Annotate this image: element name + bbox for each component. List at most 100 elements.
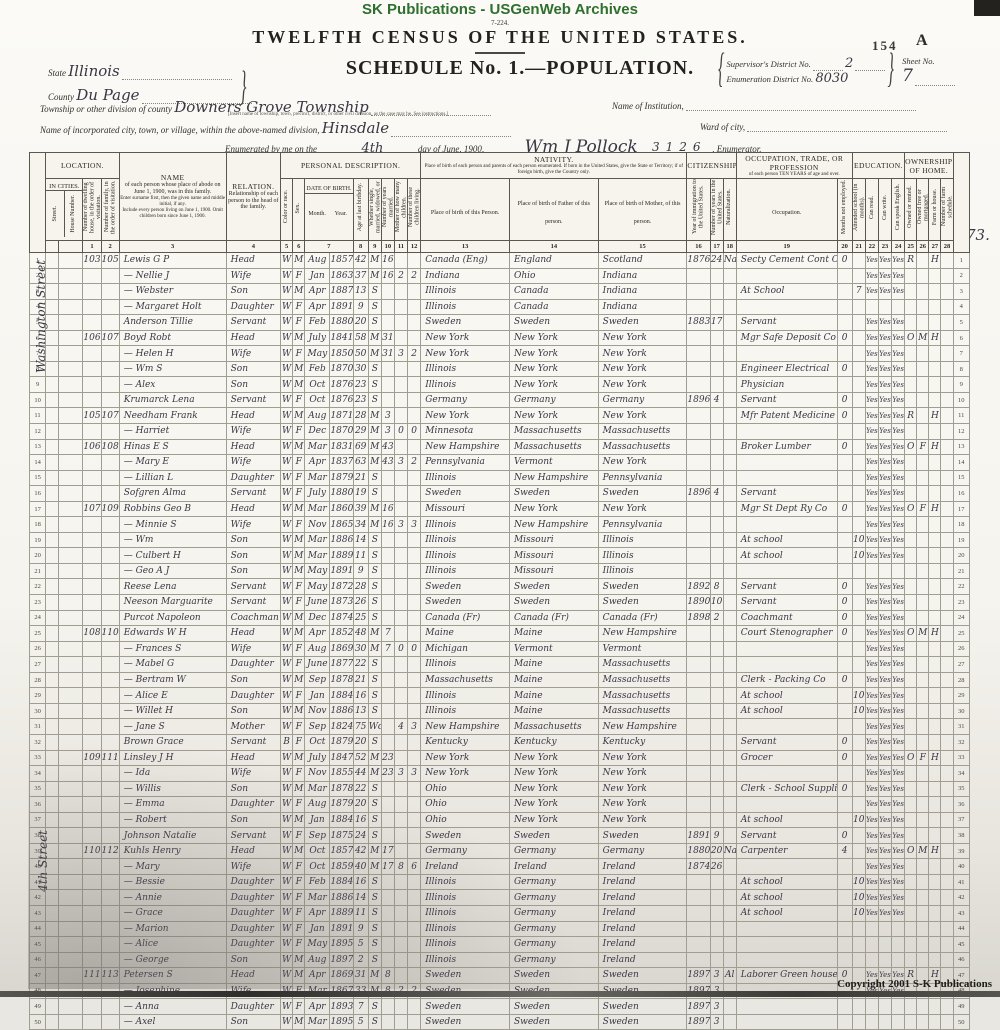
occupation-cell: Servant xyxy=(735,578,838,596)
speaks-english-cell: Yes xyxy=(890,842,906,860)
birth-month-cell: Oct xyxy=(304,842,331,860)
census-title: TWELFTH CENSUS OF THE UNITED STATES. xyxy=(252,27,748,47)
free-mortgaged-cell xyxy=(916,811,930,829)
color-cell: W xyxy=(280,469,294,487)
birth-year-cell: 1895 xyxy=(329,936,354,953)
naturalization-cell: Al xyxy=(722,967,737,984)
farm-schedule-cell xyxy=(940,267,954,285)
owned-rented-cell: O xyxy=(904,329,918,347)
free-mortgaged-cell xyxy=(916,594,930,611)
line-number-right: 4 xyxy=(952,298,971,316)
occupation-cell xyxy=(735,858,838,875)
months-unemployed-cell xyxy=(836,547,853,564)
name-cell: — Minnie S xyxy=(118,516,227,533)
owned-rented-cell xyxy=(904,904,918,922)
age-cell: 48 xyxy=(352,625,369,642)
family-number-cell xyxy=(100,827,120,844)
family-number-cell xyxy=(100,889,120,906)
name-cell: — Geo A J xyxy=(118,562,227,580)
relation-cell: Servant xyxy=(225,594,282,611)
school-months-cell: 10 xyxy=(851,531,866,549)
street-cell xyxy=(45,516,60,533)
years-in-us-cell xyxy=(709,951,724,969)
months-unemployed-cell xyxy=(836,951,853,969)
mother-of-cell xyxy=(393,298,409,316)
farm-house-cell xyxy=(928,687,942,704)
age-cell: 9 xyxy=(352,562,369,580)
family-number-cell xyxy=(100,873,120,891)
marital-cell: M xyxy=(367,345,382,362)
can-read-cell: Yes xyxy=(864,780,879,798)
mother-of-cell xyxy=(393,625,409,642)
age-cell: 37 xyxy=(352,267,369,285)
house-number-cell xyxy=(58,904,84,922)
birth-year-cell: 1847 xyxy=(329,749,354,767)
can-read-cell: Yes xyxy=(864,500,879,518)
street-cell xyxy=(45,376,60,393)
marital-cell: S xyxy=(367,485,382,502)
years-in-us-cell xyxy=(709,904,724,922)
census-row: 8 — Wm S Son W M Feb 1870 30 S Illinois … xyxy=(28,360,971,378)
immigration-year-cell xyxy=(686,625,711,642)
owned-rented-cell xyxy=(904,267,918,285)
color-cell: W xyxy=(280,858,294,875)
children-living-cell xyxy=(407,469,422,487)
school-months-cell xyxy=(851,936,866,953)
birth-year-cell: 1877 xyxy=(329,656,354,673)
can-write-cell: Yes xyxy=(877,889,893,906)
can-write-cell xyxy=(877,1013,893,1030)
personal-description-group-header: PERSONAL DESCRIPTION. xyxy=(280,152,422,179)
colnum: 14 xyxy=(508,240,599,253)
years-married-cell xyxy=(380,718,395,735)
attended-school-header: Attended school (in months). xyxy=(851,178,866,241)
house-number-cell xyxy=(58,298,84,316)
birth-year-cell: 1863 xyxy=(329,267,354,285)
years-in-us-cell: 3 xyxy=(709,967,724,984)
months-unemployed-cell: 0 xyxy=(836,391,853,409)
occupation-cell xyxy=(735,920,838,938)
naturalization-cell xyxy=(722,640,737,658)
location-group-header: LOCATION. xyxy=(45,152,120,179)
can-read-cell xyxy=(864,1013,879,1030)
mother-birthplace-cell: New York xyxy=(597,345,688,362)
children-living-cell: 3 xyxy=(407,718,422,735)
dwelling-number-cell xyxy=(82,594,102,611)
months-unemployed-cell: 4 xyxy=(836,842,853,860)
color-cell: W xyxy=(280,889,294,906)
owned-rented-cell xyxy=(904,423,918,440)
years-married-cell xyxy=(380,687,395,704)
farm-house-cell xyxy=(928,936,942,953)
can-write-cell: Yes xyxy=(877,578,893,596)
occupation-cell: At school xyxy=(735,873,838,891)
farm-schedule-cell xyxy=(940,687,954,704)
census-row: 21 — Geo A J Son W M May 1891 9 S Illino… xyxy=(28,562,971,580)
line-number-left: 15 xyxy=(28,469,47,487)
color-cell: W xyxy=(280,718,294,735)
birthplace-cell: Illinois xyxy=(420,873,510,891)
family-number-cell xyxy=(100,951,120,969)
school-months-cell xyxy=(851,391,866,409)
marital-cell: M xyxy=(367,500,382,518)
mother-of-cell xyxy=(393,889,409,906)
school-months-cell: 10 xyxy=(851,811,866,829)
family-number-cell xyxy=(100,485,120,502)
marital-cell: S xyxy=(367,951,382,969)
age-cell: 16 xyxy=(352,873,369,891)
school-months-cell xyxy=(851,858,866,875)
farm-schedule-header: Number of farm schedule. xyxy=(940,178,954,241)
birthplace-cell: Kentucky xyxy=(420,733,510,751)
children-living-cell xyxy=(407,609,422,627)
relation-cell: Daughter xyxy=(225,298,282,316)
color-cell: B xyxy=(280,733,294,751)
can-write-cell xyxy=(877,998,893,1015)
free-mortgaged-cell xyxy=(916,780,930,798)
color-cell: W xyxy=(280,329,294,347)
years-in-us-cell xyxy=(709,376,724,393)
marital-cell: S xyxy=(367,998,382,1015)
children-living-cell xyxy=(407,360,422,378)
mother-of-cell xyxy=(393,562,409,580)
family-number-cell xyxy=(100,936,120,953)
line-number-left: 12 xyxy=(28,423,47,440)
farm-house-cell: H xyxy=(928,842,942,860)
name-cell: — George xyxy=(118,951,227,969)
